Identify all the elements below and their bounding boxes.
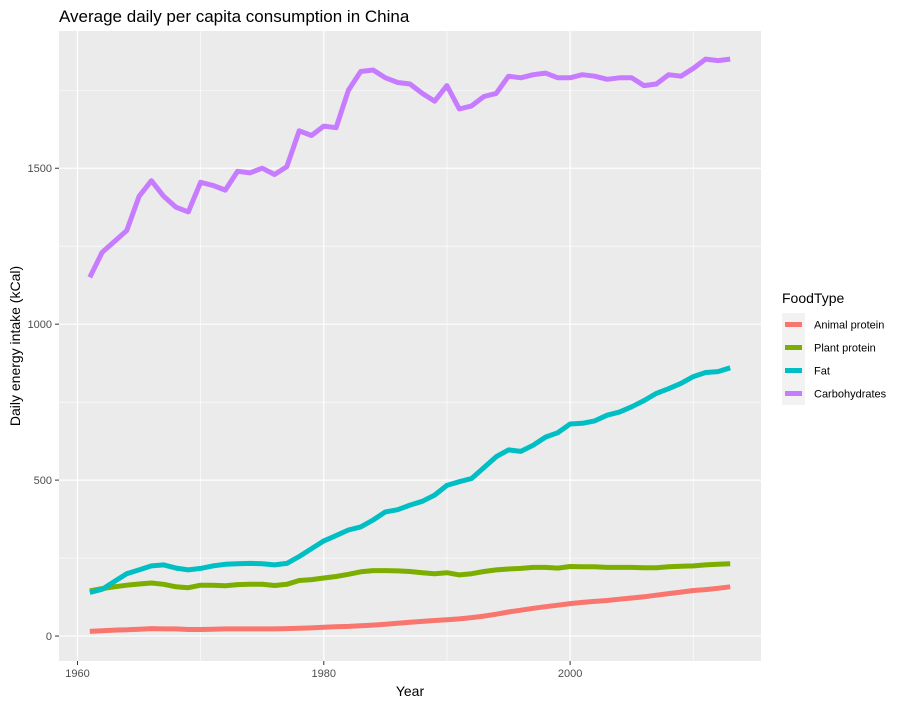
series-line-plant-protein bbox=[89, 561, 731, 594]
legend-title: FoodType bbox=[782, 290, 844, 306]
series-line-animal-protein bbox=[89, 584, 731, 634]
y-tick-label: 500 bbox=[34, 475, 52, 487]
plot-panel bbox=[59, 31, 761, 661]
series-line-fat bbox=[89, 365, 731, 595]
y-tick-label: 0 bbox=[46, 631, 52, 643]
y-tick-label: 1500 bbox=[28, 163, 52, 175]
legend-label: Animal protein bbox=[814, 320, 884, 332]
series-lines bbox=[87, 56, 731, 634]
series-line-carbohydrates bbox=[87, 56, 731, 279]
legend-label: Plant protein bbox=[814, 343, 876, 355]
legend-label: Carbohydrates bbox=[814, 389, 887, 401]
chart-title: Average daily per capita consumption in … bbox=[59, 7, 410, 26]
legend-label: Fat bbox=[814, 366, 830, 378]
x-axis-title: Year bbox=[396, 683, 425, 699]
grid-lines bbox=[59, 31, 761, 661]
x-tick-label: 1980 bbox=[312, 668, 336, 680]
y-axis-title: Daily energy intake (kCal) bbox=[7, 266, 23, 426]
y-tick-label: 1000 bbox=[28, 319, 52, 331]
x-tick-label: 1960 bbox=[65, 668, 89, 680]
legend: FoodType Animal protein Plant protein Fat C… bbox=[782, 290, 887, 405]
y-axis: 0 500 1000 1500 bbox=[28, 163, 59, 643]
x-tick-label: 2000 bbox=[558, 668, 582, 680]
x-axis: 1960 1980 2000 bbox=[65, 661, 582, 680]
